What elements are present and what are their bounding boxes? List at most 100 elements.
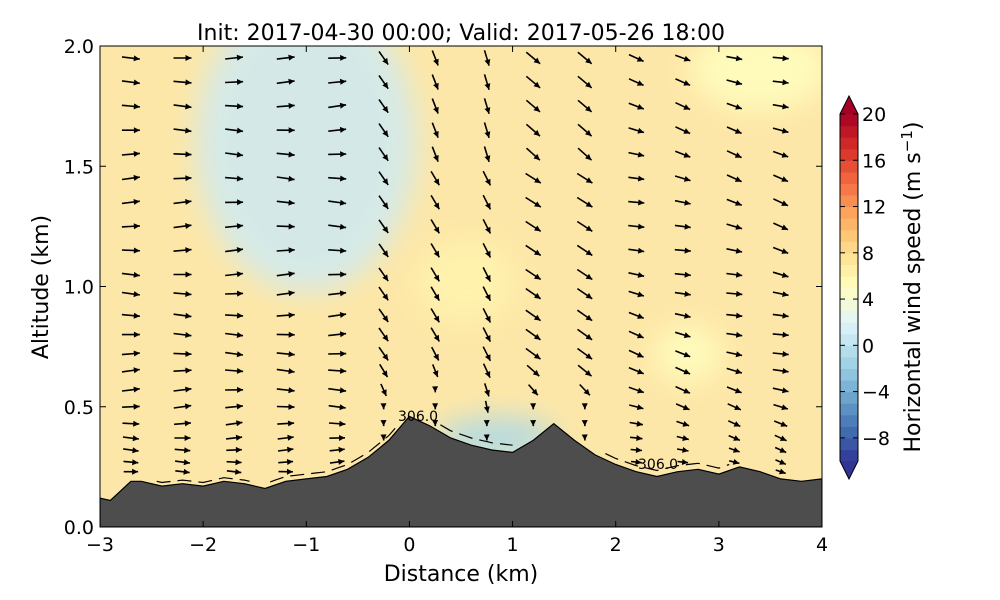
- wind-vector-head: [585, 292, 593, 299]
- wind-vector-head: [432, 370, 439, 377]
- wind-vector: [329, 459, 345, 465]
- wind-vector-head: [782, 351, 789, 357]
- wind-vector-head: [484, 371, 491, 378]
- wind-vector-head: [483, 406, 490, 413]
- wind-vector: [482, 307, 492, 323]
- wind-vector-head: [133, 174, 140, 181]
- wind-vector: [174, 459, 191, 466]
- wind-vector-head: [483, 434, 490, 441]
- theta-contour: [156, 477, 250, 484]
- wind-vector-head: [636, 404, 644, 410]
- wind-vector-head: [433, 334, 440, 342]
- wind-vector-head: [185, 223, 192, 229]
- y-tick-label: 1.0: [64, 277, 94, 299]
- wind-vector-head: [781, 224, 788, 230]
- wind-vector: [482, 170, 492, 186]
- wind-vector: [525, 268, 542, 281]
- wind-vector: [483, 98, 491, 115]
- wind-vector-head: [637, 151, 645, 158]
- wind-vector: [772, 246, 789, 255]
- wind-vector-head: [485, 250, 491, 258]
- wind-vector: [726, 198, 743, 206]
- wind-vector-head: [779, 459, 786, 465]
- colorbar-band: [840, 229, 858, 242]
- colorbar-tick-label: −8: [862, 428, 890, 450]
- wind-vector-head: [380, 403, 387, 410]
- wind-vector: [628, 330, 644, 339]
- wind-vector-head: [382, 315, 389, 322]
- wind-vector-head: [683, 128, 691, 134]
- colorbar-band: [840, 449, 858, 462]
- wind-vector-head: [340, 367, 347, 374]
- wind-vector-head: [637, 104, 644, 110]
- wind-vector: [726, 55, 743, 62]
- wind-vector-head: [184, 403, 192, 410]
- wind-vector-head: [133, 271, 140, 278]
- wind-vector-head: [288, 271, 295, 278]
- wind-vector-head: [484, 59, 491, 66]
- wind-vector-head: [734, 404, 741, 410]
- wind-vector: [225, 290, 244, 297]
- wind-vector-head: [433, 58, 439, 66]
- wind-vector: [628, 199, 645, 206]
- wind-vector: [772, 331, 789, 338]
- wind-vector-head: [288, 78, 295, 85]
- wind-vector: [676, 447, 689, 453]
- wind-vector-head: [287, 420, 295, 427]
- wind-vector: [577, 147, 593, 161]
- wind-vector: [380, 403, 387, 410]
- colorbar: −8 −4 0 4 8 12 16 20 Horizontal wind speed (m s…: [839, 94, 926, 481]
- wind-vector-head: [682, 421, 690, 427]
- wind-vector: [525, 75, 541, 89]
- y-axis: 0.0 0.5 1.0 1.5 2.0: [64, 36, 822, 539]
- wind-vector: [225, 79, 244, 85]
- wind-vector-head: [339, 435, 345, 441]
- wind-vector-head: [485, 202, 491, 210]
- wind-vector-head: [288, 403, 295, 410]
- wind-vector-head: [382, 293, 389, 301]
- wind-vector-head: [382, 334, 389, 342]
- wind-vector: [630, 459, 642, 465]
- wind-vector: [431, 122, 439, 138]
- wind-vector-head: [782, 368, 789, 374]
- wind-vector: [577, 364, 593, 377]
- colorbar-tick-label: 8: [862, 243, 874, 265]
- colorbar-band: [840, 391, 858, 404]
- colorbar-band: [840, 437, 858, 451]
- wind-vector-head: [288, 387, 295, 394]
- wind-vector: [173, 386, 192, 393]
- wind-vector: [173, 103, 192, 110]
- wind-vector: [378, 75, 389, 90]
- wind-vector-head: [781, 127, 789, 134]
- wind-vector-head: [684, 199, 691, 206]
- wind-vector: [482, 267, 492, 282]
- wind-vector-head: [735, 271, 743, 278]
- wind-vector-head: [381, 370, 388, 378]
- wind-vector: [677, 459, 689, 465]
- colorbar-outline: [839, 94, 859, 481]
- colorbar-band: [840, 125, 858, 138]
- wind-vector: [328, 102, 347, 109]
- wind-vector-head: [781, 404, 788, 411]
- colorbar-band: [840, 218, 858, 231]
- wind-vector-head: [237, 386, 244, 393]
- wind-vector-head: [237, 199, 244, 206]
- wind-vector: [576, 220, 593, 232]
- wind-vector-head: [736, 290, 743, 297]
- wind-vector-head: [288, 247, 295, 254]
- wind-vector-head: [133, 350, 140, 357]
- wind-vector: [772, 103, 789, 110]
- wind-vector: [581, 434, 588, 441]
- wind-vector: [173, 291, 192, 297]
- wind-vector: [430, 194, 440, 210]
- wind-vector: [772, 127, 789, 134]
- wind-vector-head: [236, 54, 243, 61]
- wind-vector: [482, 286, 492, 302]
- wind-vector: [276, 127, 295, 134]
- wind-vector-head: [636, 332, 644, 339]
- wind-vector-head: [484, 155, 491, 162]
- wind-vector: [431, 74, 439, 90]
- wind-vector: [328, 331, 347, 338]
- wind-vector-head: [683, 55, 691, 62]
